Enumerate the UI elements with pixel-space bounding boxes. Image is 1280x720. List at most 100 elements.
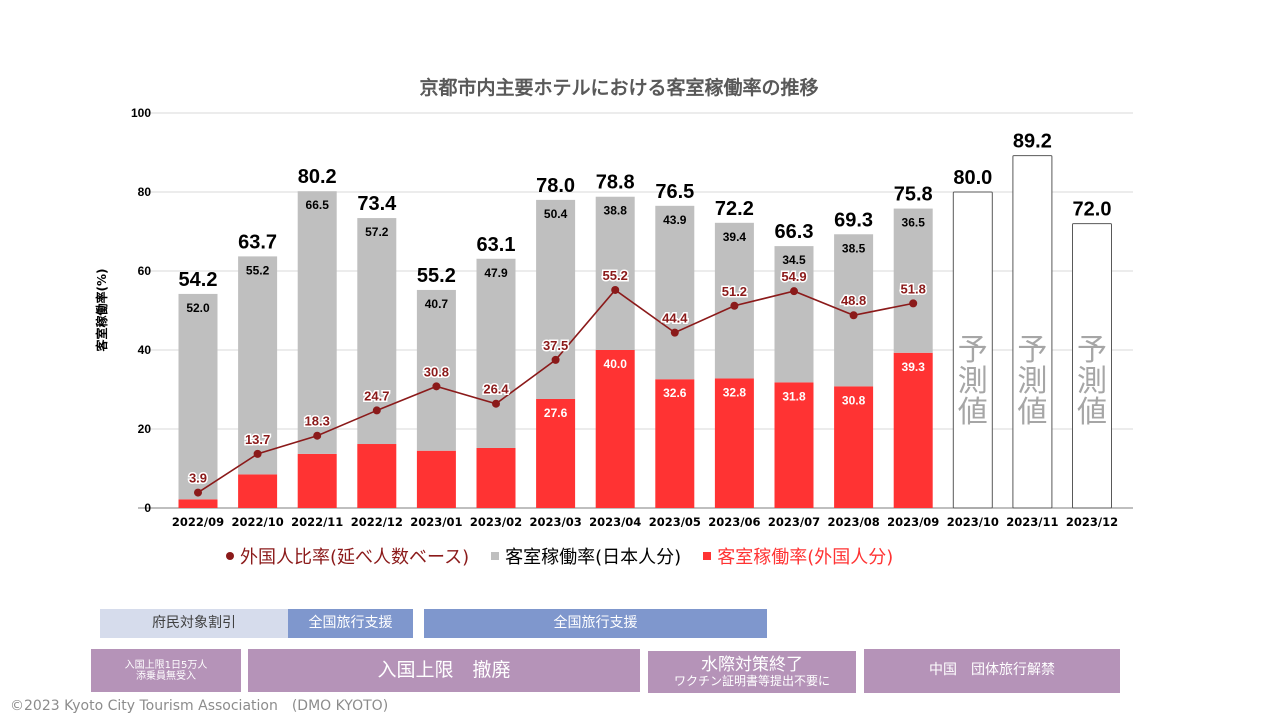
legend-item-foreign-ratio[interactable]: 外国人比率(延べ人数ベース) [226,543,469,569]
foreign-value-label: 30.8 [842,393,866,407]
ratio-value-label: 3.9 [189,471,207,486]
copyright-footer: ©2023 Kyoto City Tourism Association (DM… [10,698,389,714]
event-prefecture-discount: 府民対象割引 [100,609,288,638]
bar-japanese [774,246,814,383]
bar-foreign [476,447,516,508]
japanese-value-label: 47.9 [484,266,508,280]
x-tick-label: 2023/02 [470,515,522,529]
x-tick-label: 2023/07 [768,515,820,529]
foreign-value-label: 27.6 [544,406,568,420]
bar-japanese [595,196,635,350]
ratio-line [194,285,918,497]
ratio-value-label: 13.7 [245,432,270,447]
x-tick-label: 2023/06 [708,515,760,529]
total-value-label: 54.2 [179,269,218,291]
event-national-travel-support-1: 全国旅行支援 [288,609,413,638]
legend-square-icon [703,552,712,560]
legend-item-foreign[interactable]: 客室稼働率(外国人分) [703,543,893,569]
bar-japanese [893,208,933,353]
ratio-value-label: 37.5 [543,338,568,353]
x-tick-label: 2023/12 [1066,515,1118,529]
bar-japanese [655,205,695,380]
event-label-line1: 中国 団体旅行解禁 [929,662,1055,679]
total-value-label: 80.0 [953,167,992,189]
bar-foreign [655,379,695,508]
total-value-label: 66.3 [775,221,814,243]
japanese-value-label: 36.5 [902,216,926,230]
total-value-label: 63.1 [477,234,516,256]
bar-foreign [714,378,754,508]
event-label: 府民対象割引 [152,614,236,631]
event-border-measures-ended: 水際対策終了 ワクチン証明書等提出不要に [648,651,856,693]
forecast-label: 測 [958,364,988,399]
ratio-point [730,301,739,310]
japanese-value-label: 66.5 [306,198,330,212]
ratio-point [611,285,620,294]
ratio-point [790,287,798,296]
japanese-value-label: 34.5 [782,253,806,267]
forecast-bar [1012,155,1053,509]
ratio-value-label: 55.2 [603,268,628,283]
bar-foreign [536,398,576,508]
ratio-value-label: 54.9 [781,269,806,284]
total-value-label: 72.2 [715,198,754,220]
y-tick-label: 80 [138,185,152,199]
japanese-value-label: 38.8 [604,204,628,218]
chart: 京都市内主要ホテルにおける客室稼働率の推移 0 20 40 60 80 100 客室稼働率… [94,76,1133,529]
event-label-line2: 添乗員無受入 [136,670,196,682]
ratio-value-label: 48.8 [841,293,866,308]
japanese-value-label: 39.4 [723,230,747,244]
legend-label: 外国人比率(延べ人数ベース) [240,547,470,568]
x-tick-label: 2022/10 [231,515,283,529]
y-tick-label: 40 [138,343,152,357]
foreign-value-label: 31.8 [782,389,806,403]
chart-title: 京都市内主要ホテルにおける客室稼働率の推移 [419,76,818,99]
x-tick-label: 2023/05 [649,515,701,529]
bar-japanese [178,293,218,500]
ratio-point [194,488,202,497]
ratio-value-label: 26.4 [483,382,509,397]
total-value-label: 76.5 [655,181,694,203]
total-value-label: 63.7 [238,231,277,253]
event-national-travel-support-2: 全国旅行支援 [424,609,767,638]
bar-foreign [774,382,814,508]
forecast-label: 予 [1077,333,1107,368]
legend-item-japanese[interactable]: 客室稼働率(日本人分) [491,543,681,569]
event-label-line1: 入国上限1日5万人 [124,659,208,671]
x-tick-label: 2023/09 [887,515,939,529]
bar-japanese [476,258,516,448]
japanese-value-label: 52.0 [186,301,210,315]
forecast-label: 値 [1077,395,1107,430]
bar-foreign [416,450,456,508]
x-tick-label: 2023/01 [410,515,462,529]
bar-japanese [238,256,278,475]
japanese-value-label: 55.2 [246,263,270,277]
forecast-label: 予 [1017,333,1047,368]
ratio-point [253,449,262,458]
bar-foreign [893,352,933,508]
total-value-label: 78.8 [596,172,635,194]
bar-foreign [834,386,874,508]
event-entry-cap-abolished: 入国上限 撤廃 [248,649,640,692]
total-value-label: 78.0 [536,175,575,197]
x-tick-label: 2022/12 [351,515,403,529]
bar-japanese [416,289,456,451]
event-label: 全国旅行支援 [553,614,638,631]
foreign-value-label: 40.0 [604,357,628,371]
foreign-value-label: 32.8 [723,385,747,399]
ratio-point [492,399,500,408]
y-axis-ticks: 0 20 40 60 80 100 [131,106,151,515]
total-value-label: 80.2 [298,166,337,188]
forecast-label: 値 [958,395,988,430]
total-value-label: 69.3 [834,209,873,231]
legend-square-icon [491,552,500,560]
event-label: 全国旅行支援 [308,614,393,631]
total-value-label: 55.2 [417,265,456,287]
ratio-point [670,328,679,337]
total-value-label: 73.4 [357,193,397,215]
x-tick-label: 2023/11 [1006,515,1058,529]
ratio-point [909,299,918,308]
total-value-label: 72.0 [1073,199,1112,221]
y-tick-label: 60 [138,264,152,278]
x-tick-label: 2023/10 [947,515,999,529]
